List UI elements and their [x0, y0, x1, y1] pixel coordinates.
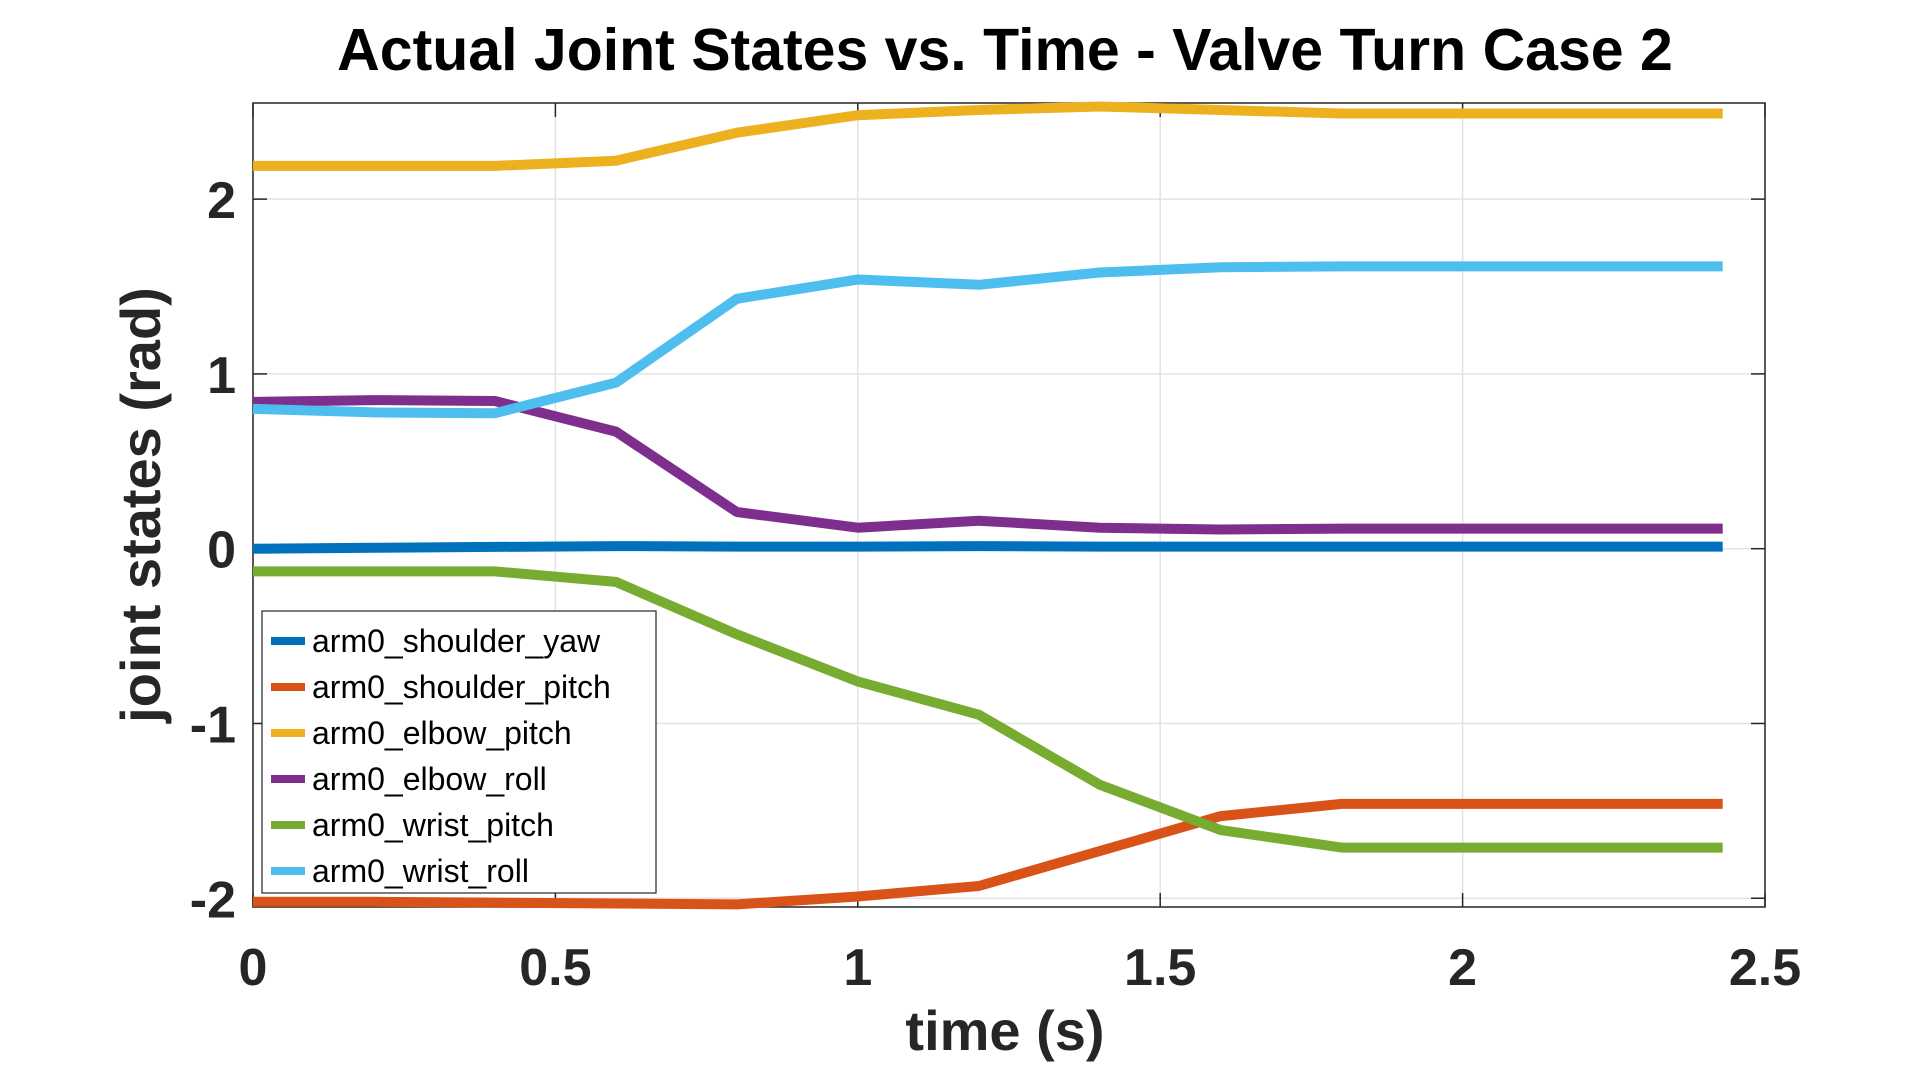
legend-entry: arm0_shoulder_yaw	[312, 623, 601, 659]
legend-entry: arm0_wrist_roll	[312, 853, 529, 889]
x-axis-label: time (s)	[905, 999, 1104, 1062]
series-line-arm0-elbow-roll	[252, 395, 1723, 535]
y-tick-label: 0	[207, 522, 236, 580]
series-lines	[252, 101, 1723, 910]
legend-entry: arm0_shoulder_pitch	[312, 669, 611, 705]
legend-entry: arm0_elbow_pitch	[312, 715, 572, 751]
x-tick-label: 2.5	[1729, 939, 1801, 997]
y-tick-label: -2	[190, 871, 236, 929]
series-line-arm0-shoulder-pitch	[253, 798, 1723, 910]
series-line-arm0-shoulder-yaw	[252, 541, 1723, 554]
y-tick-labels: -2 -1 0 1 2	[190, 172, 236, 929]
y-tick-label: -1	[190, 696, 236, 754]
y-axis-label: joint states (rad)	[109, 287, 172, 724]
chart-title: Actual Joint States vs. Time - Valve Tur…	[337, 17, 1673, 83]
legend-entry: arm0_elbow_roll	[312, 761, 547, 797]
plot-frame	[252, 102, 1766, 908]
legend-box	[261, 610, 657, 894]
x-tick-label: 1	[843, 939, 872, 997]
x-tick-label: 0.5	[519, 939, 591, 997]
series-line-arm0-wrist-roll	[252, 261, 1723, 419]
legend: arm0_shoulder_yaw arm0_shoulder_pitch arm0…	[261, 610, 657, 894]
series-line-arm0-wrist-pitch	[253, 566, 1723, 853]
y-tick-label: 1	[207, 347, 236, 405]
legend-entry: arm0_wrist_pitch	[312, 807, 554, 843]
x-tick-label: 0	[239, 939, 268, 997]
series-line-arm0-elbow-pitch	[253, 101, 1723, 171]
y-tick-label: 2	[207, 172, 236, 230]
x-tick-label: 1.5	[1124, 939, 1196, 997]
x-tick-labels: 0 0.5 1 1.5 2 2.5	[239, 939, 1802, 997]
x-tick-label: 2	[1448, 939, 1477, 997]
